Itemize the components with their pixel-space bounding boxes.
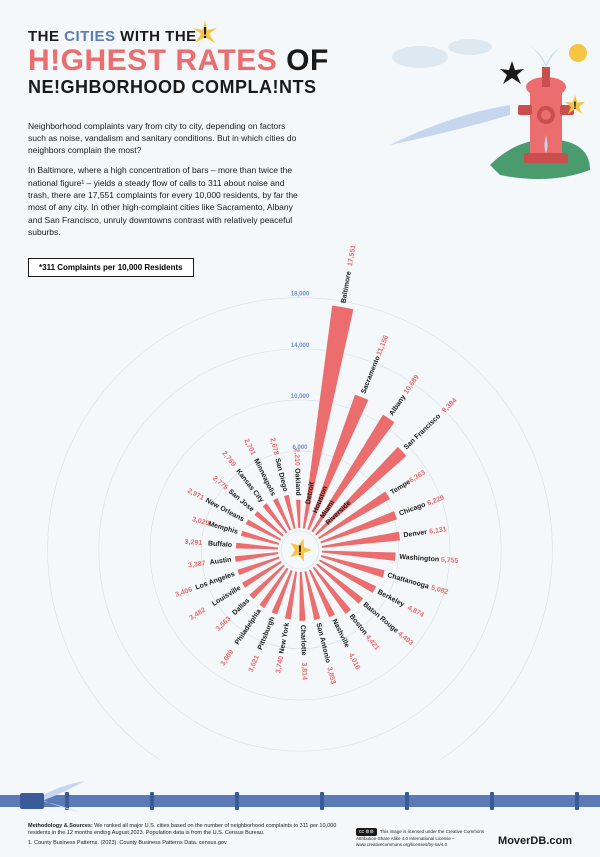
title-cities: CITIES	[64, 28, 115, 45]
svg-text:1,603: 1,603	[310, 457, 320, 476]
svg-text:5,755: 5,755	[441, 557, 459, 565]
svg-text:2,971: 2,971	[186, 488, 205, 502]
svg-text:3,291: 3,291	[184, 539, 202, 547]
svg-text:4,421: 4,421	[364, 634, 380, 652]
svg-text:2,210: 2,210	[293, 448, 301, 466]
svg-text:3,482: 3,482	[188, 607, 207, 622]
svg-text:Pittsburgh: Pittsburgh	[257, 616, 277, 651]
svg-text:!: !	[202, 25, 207, 42]
svg-text:Los Angeles: Los Angeles	[195, 571, 236, 592]
svg-text:10,000: 10,000	[291, 394, 310, 400]
svg-text:1,107: 1,107	[323, 467, 336, 486]
svg-text:3,406: 3,406	[174, 586, 193, 599]
svg-text:3,029: 3,029	[191, 516, 210, 528]
svg-text:9,384: 9,384	[441, 397, 459, 414]
svg-text:2,701: 2,701	[242, 438, 256, 457]
svg-text:Louisville: Louisville	[211, 585, 242, 608]
svg-text:Tempe: Tempe	[389, 479, 411, 497]
svg-text:Detroit: Detroit	[305, 481, 316, 505]
svg-text:!: !	[298, 542, 303, 558]
svg-text:San Diego: San Diego	[273, 458, 288, 493]
svg-text:6,363: 6,363	[408, 469, 427, 484]
header: THE CITIES WITH THE H!GHEST RATES OF NE!…	[0, 0, 600, 110]
title-pre: THE	[28, 28, 64, 45]
svg-text:Memphis: Memphis	[208, 521, 239, 536]
svg-text:3,387: 3,387	[188, 560, 206, 569]
svg-text:14,000: 14,000	[291, 343, 310, 349]
svg-text:Sacramento: Sacramento	[360, 355, 382, 395]
svg-text:6,229: 6,229	[426, 495, 445, 508]
methodology-label: Methodology & Sources:	[28, 823, 93, 829]
svg-text:Albany: Albany	[388, 394, 407, 417]
svg-text:3,740: 3,740	[275, 655, 285, 674]
svg-text:Nashville: Nashville	[330, 618, 350, 649]
svg-text:3,563: 3,563	[215, 616, 233, 633]
intro-p2: In Baltimore, where a high concentration…	[28, 164, 300, 238]
svg-text:4,493: 4,493	[396, 630, 414, 647]
brand: MoverDB.com	[498, 835, 572, 847]
svg-text:6,131: 6,131	[429, 526, 447, 535]
svg-text:Washington: Washington	[399, 554, 439, 564]
svg-text:3,621: 3,621	[248, 654, 261, 673]
svg-text:New York: New York	[279, 622, 291, 654]
svg-text:2,775: 2,775	[211, 475, 229, 492]
burst-icon: !	[190, 18, 220, 48]
svg-text:Chattanooga: Chattanooga	[386, 572, 429, 591]
svg-text:2,678: 2,678	[268, 437, 279, 456]
pipe-nozzle-icon	[20, 789, 50, 813]
svg-text:3,853: 3,853	[325, 666, 336, 685]
cc-badge-icon: cc ⊚⊚	[356, 828, 377, 836]
svg-text:3,609: 3,609	[220, 649, 236, 668]
svg-text:Boston: Boston	[348, 613, 368, 636]
svg-text:Chicago: Chicago	[398, 501, 426, 517]
svg-text:Berkeley: Berkeley	[376, 589, 405, 609]
svg-text:Oakland: Oakland	[293, 468, 301, 496]
title-main: H!GHEST RATES	[28, 44, 277, 77]
svg-text:11,156: 11,156	[376, 334, 390, 356]
radial-chart: 6,00010,00014,00018,000Baltimore 17,551S…	[0, 240, 600, 760]
title: THE CITIES WITH THE H!GHEST RATES OF NE!…	[28, 28, 572, 98]
source-note: 1. County Business Patterns. (2023). Cou…	[28, 840, 348, 847]
svg-text:5,082: 5,082	[430, 585, 449, 597]
svg-text:3,814: 3,814	[300, 662, 308, 680]
svg-text:San Antonio: San Antonio	[314, 622, 331, 663]
svg-text:4,016: 4,016	[347, 652, 361, 671]
svg-text:2,769: 2,769	[220, 450, 236, 468]
title-post: WITH THE	[116, 28, 197, 45]
svg-text:18,000: 18,000	[291, 292, 310, 298]
svg-text:Baltimore: Baltimore	[340, 271, 353, 304]
svg-text:10,689: 10,689	[403, 374, 421, 396]
svg-text:4,874: 4,874	[406, 605, 425, 619]
svg-text:1,023: 1,023	[332, 483, 348, 502]
svg-text:Austin: Austin	[209, 557, 232, 567]
svg-text:17,551: 17,551	[347, 244, 358, 266]
svg-text:Buffalo: Buffalo	[208, 540, 233, 549]
title-of: OF	[277, 44, 329, 77]
svg-text:San Francisco: San Francisco	[403, 413, 442, 451]
footer: Methodology & Sources: We ranked all maj…	[0, 817, 600, 857]
svg-text:Charlotte: Charlotte	[299, 625, 307, 656]
svg-text:Dallas: Dallas	[231, 597, 251, 616]
intro-p1: Neighborhood complaints vary from city t…	[28, 120, 300, 157]
title-sub: NE!GHBORHOOD COMPLA!NTS	[28, 77, 572, 98]
svg-text:Denver: Denver	[403, 529, 428, 539]
pipe-illustration	[0, 785, 600, 815]
